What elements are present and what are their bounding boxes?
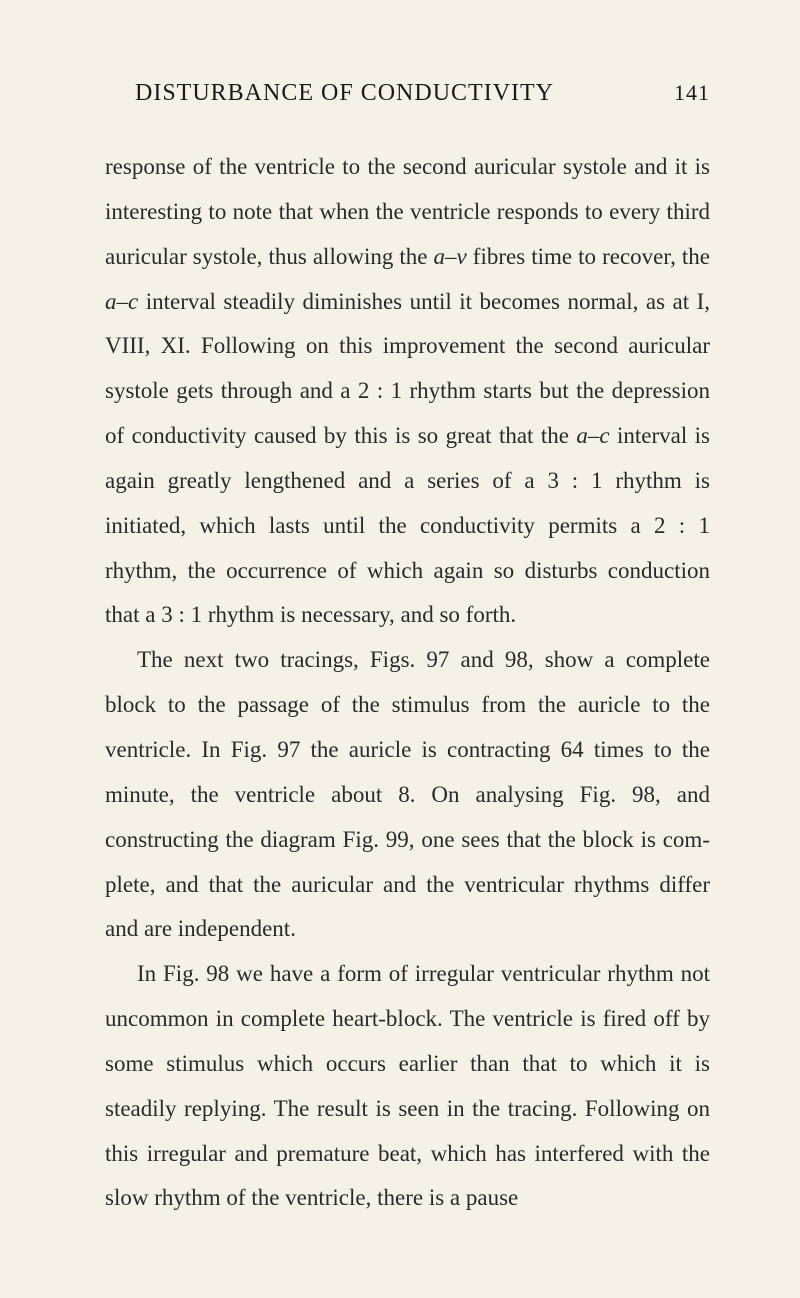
p1-italic-1: a–v: [434, 244, 467, 269]
paragraph-1: response of the ventricle to the second …: [105, 145, 710, 638]
header-title: DISTURBANCE OF CONDUCTIVITY: [135, 80, 554, 107]
p1-text-4: interval is again greatly lengthened and…: [105, 423, 710, 627]
p1-italic-2: a–c: [105, 289, 138, 314]
p1-text-2: fibres time to recover, the: [467, 244, 710, 269]
page-number: 141: [674, 80, 710, 106]
page-header: DISTURBANCE OF CONDUCTIVITY 141: [105, 80, 710, 107]
body-content: response of the ventricle to the second …: [105, 145, 710, 1221]
p1-italic-3: a–c: [576, 423, 609, 448]
paragraph-3: In Fig. 98 we have a form of irregular v…: [105, 952, 710, 1221]
paragraph-2: The next two tracings, Figs. 97 and 98, …: [105, 638, 710, 952]
